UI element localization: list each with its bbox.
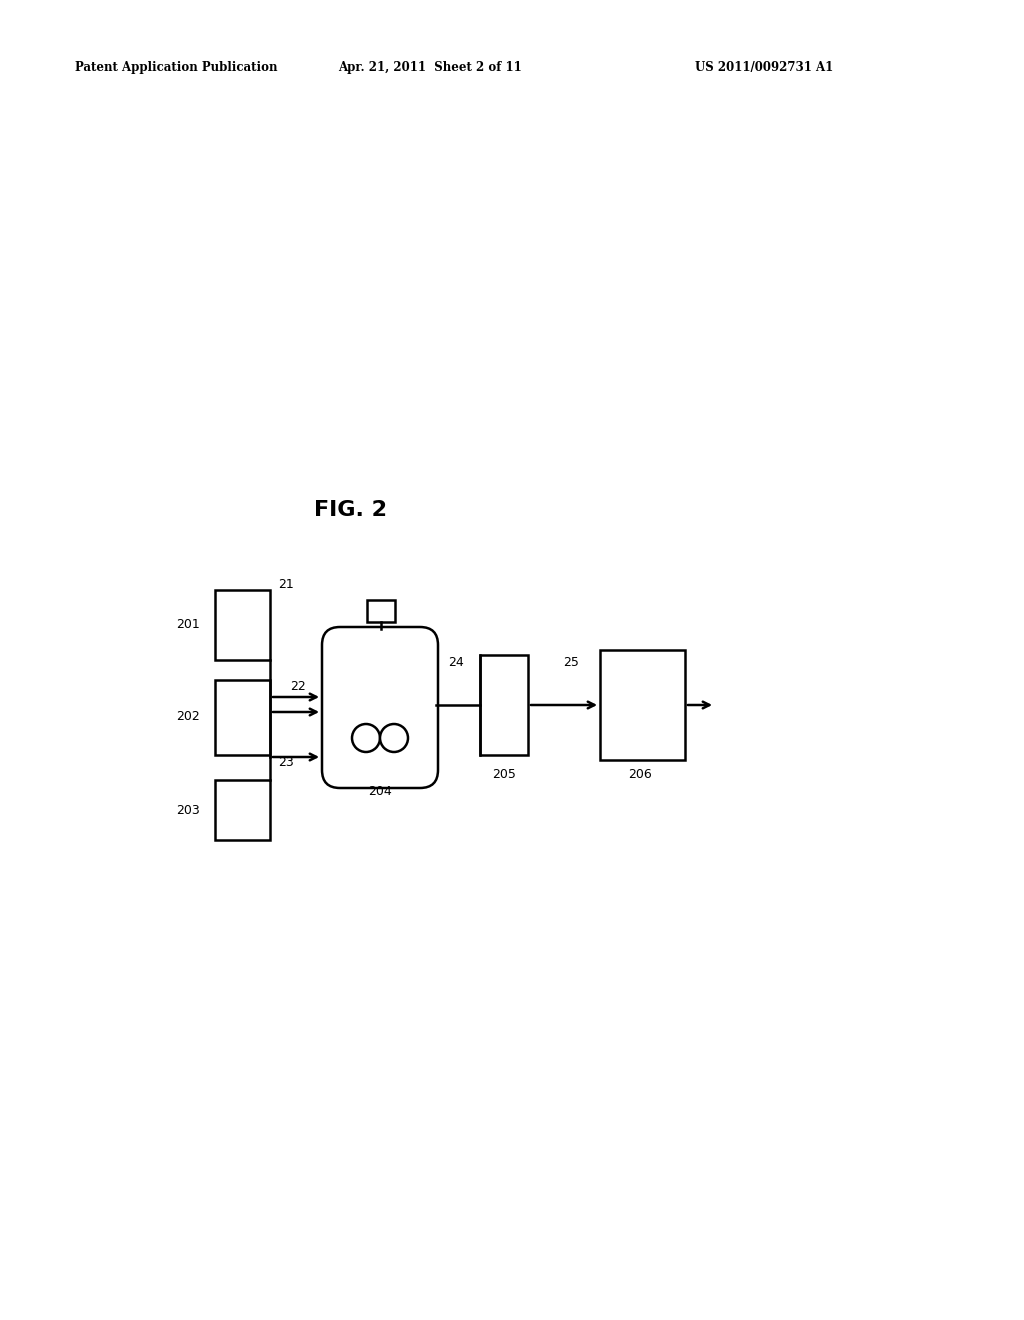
Text: 202: 202 — [176, 710, 200, 723]
Text: 21: 21 — [278, 578, 294, 591]
Text: 25: 25 — [563, 656, 579, 668]
Text: US 2011/0092731 A1: US 2011/0092731 A1 — [695, 62, 834, 74]
Text: 204: 204 — [368, 785, 392, 799]
Bar — [367, 601, 395, 622]
Bar — [600, 649, 685, 760]
Text: 201: 201 — [176, 619, 200, 631]
Text: 206: 206 — [628, 768, 652, 781]
Text: Patent Application Publication: Patent Application Publication — [75, 62, 278, 74]
Text: 203: 203 — [176, 804, 200, 817]
Bar — [215, 680, 270, 755]
Text: 205: 205 — [493, 768, 516, 781]
Text: 24: 24 — [449, 656, 464, 668]
Bar — [215, 590, 270, 660]
Text: 23: 23 — [278, 756, 294, 770]
Text: Apr. 21, 2011  Sheet 2 of 11: Apr. 21, 2011 Sheet 2 of 11 — [338, 62, 522, 74]
Bar — [480, 655, 528, 755]
Circle shape — [380, 723, 408, 752]
Text: 22: 22 — [290, 681, 306, 693]
FancyBboxPatch shape — [322, 627, 438, 788]
Text: FIG. 2: FIG. 2 — [313, 500, 386, 520]
Bar — [215, 780, 270, 840]
Circle shape — [352, 723, 380, 752]
